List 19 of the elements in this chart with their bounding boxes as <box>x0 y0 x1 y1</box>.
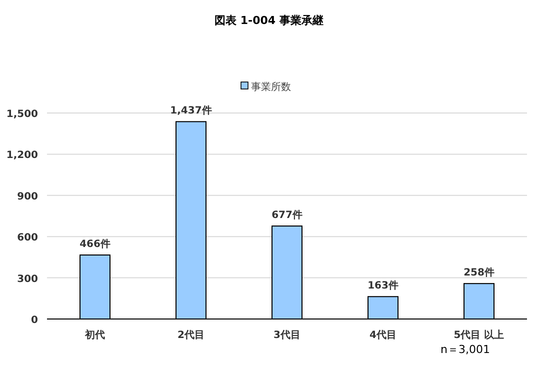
y-tick-label: 0 <box>31 315 38 326</box>
x-tick-label: 初代 <box>84 329 105 341</box>
y-tick-label: 900 <box>17 191 38 202</box>
data-label: 677件 <box>272 209 302 222</box>
y-tick-label: 300 <box>17 274 38 285</box>
y-tick-label: 1,200 <box>6 150 38 162</box>
data-label: 466件 <box>80 238 110 250</box>
text: n＝3,001 <box>440 343 490 356</box>
x-tick-label: 4代目 <box>370 329 396 341</box>
legend-label: 事業所数 <box>251 81 291 93</box>
chart-title: 図表 1-004 事業承継 <box>214 14 324 27</box>
x-tick-label: 3代目 <box>274 329 300 341</box>
data-label: 163件 <box>368 280 398 292</box>
y-tick-label: 600 <box>17 232 38 244</box>
x-tick-label: 2代目 <box>178 329 204 341</box>
y-tick-label: 1,500 <box>6 109 38 120</box>
x-tick-label: 5代目 以上 <box>454 329 504 341</box>
data-label: 258件 <box>464 266 494 279</box>
data-label: 1,437件 <box>170 104 212 117</box>
